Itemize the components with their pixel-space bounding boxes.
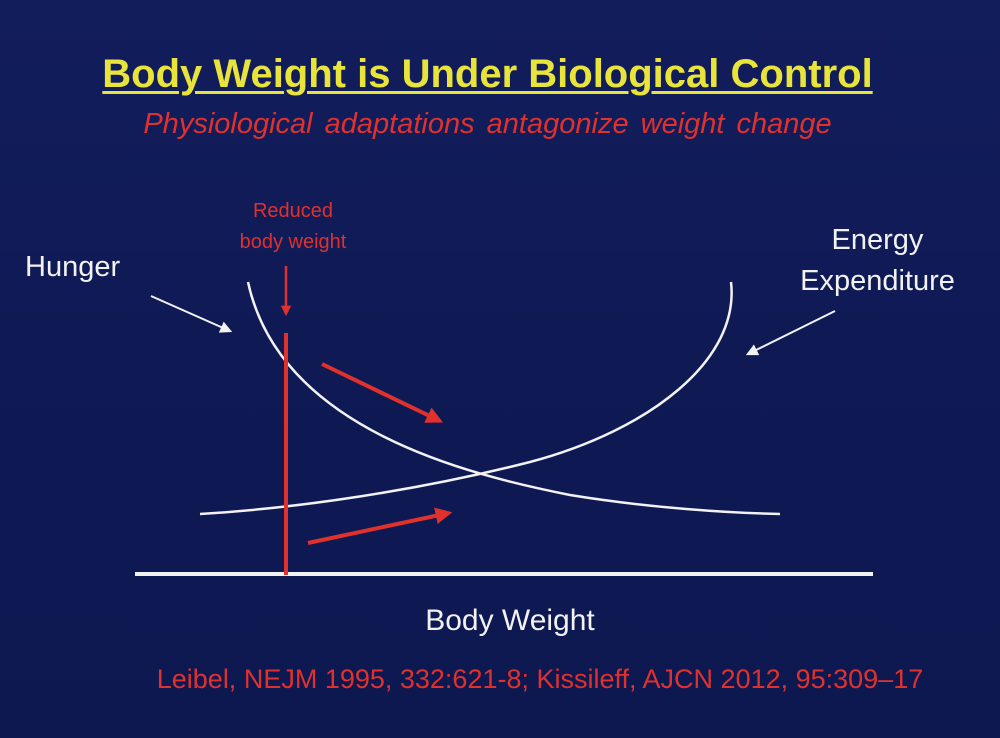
reduced-weight-label-line1: Reduced: [252, 200, 334, 222]
reduced-weight-label: Reduced body weight: [193, 196, 393, 258]
hunger-pointer-arrow: [150, 295, 233, 333]
energy-pointer-arrow: [745, 310, 836, 356]
energy-expenditure-label: Energy Expenditure: [770, 220, 985, 302]
reduced-weight-label-line2: body weight: [239, 231, 347, 253]
hunger-curve: [246, 281, 781, 516]
slide-title: Body Weight is Under Biological Control: [102, 52, 873, 96]
slide-subtitle: Physiological adaptations antagonize wei…: [143, 108, 832, 140]
energy-trend-arrow: [307, 507, 453, 545]
hunger-trend-arrow: [321, 362, 444, 423]
energy-label-line1: Energy: [831, 224, 924, 256]
hunger-label: Hunger: [25, 251, 121, 283]
energy-expenditure-curve: [199, 281, 733, 516]
energy-label-line2: Expenditure: [800, 265, 955, 297]
citation: Leibel, NEJM 1995, 332:621-8; Kissileff,…: [156, 664, 924, 694]
x-axis-label: Body Weight: [425, 604, 595, 637]
